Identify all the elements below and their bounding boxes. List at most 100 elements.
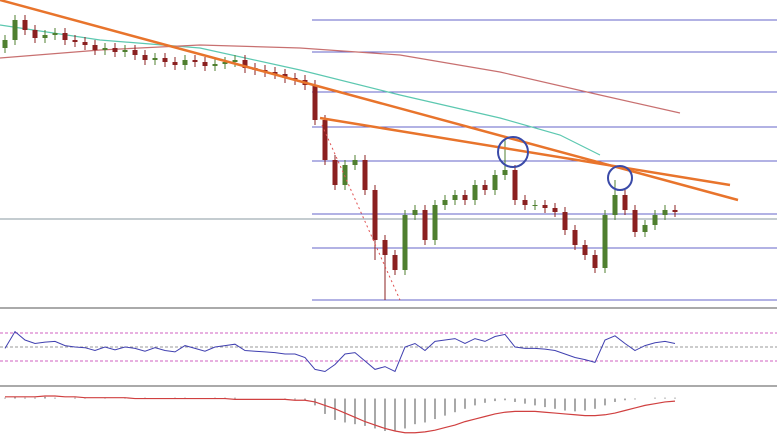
- macd-bar: [304, 398, 306, 401]
- candle-body: [392, 255, 398, 270]
- candle-body: [462, 195, 468, 200]
- macd-bar: [634, 398, 636, 400]
- candle-body: [82, 42, 88, 45]
- candle-body: [72, 40, 78, 42]
- candle-body: [222, 62, 228, 64]
- macd-bar: [614, 398, 616, 402]
- candle-body: [152, 58, 158, 60]
- candle-body: [482, 185, 488, 190]
- candle-body: [502, 170, 508, 175]
- candle-body: [12, 20, 18, 40]
- candle-body: [242, 60, 248, 68]
- candle-body: [602, 215, 608, 268]
- candle-body: [582, 245, 588, 255]
- macd-bar: [674, 397, 676, 399]
- rsi-line: [4, 330, 676, 373]
- rsi-panel: [0, 330, 777, 373]
- candle-body: [522, 200, 528, 205]
- macd-bar: [494, 398, 496, 402]
- macd-bar: [54, 397, 56, 399]
- candle-body: [542, 205, 548, 208]
- candle-body: [382, 240, 388, 255]
- candle-body: [402, 215, 408, 270]
- macd-bar: [14, 396, 16, 399]
- candle-body: [102, 48, 108, 50]
- macd-bar: [44, 396, 46, 399]
- macd-bar: [414, 398, 416, 425]
- macd-bar: [424, 398, 426, 423]
- macd-bar: [294, 398, 296, 400]
- candle-body: [62, 33, 68, 40]
- macd-bar: [514, 398, 516, 402]
- candle-body: [322, 120, 328, 160]
- candle-body: [632, 210, 638, 232]
- macd-bar: [534, 398, 536, 406]
- candle-body: [412, 210, 418, 215]
- macd-bar: [624, 398, 626, 401]
- candle-body: [32, 30, 38, 38]
- macd-bar: [364, 398, 366, 426]
- macd-bar: [24, 397, 26, 399]
- candle-body: [662, 210, 668, 215]
- candle-body: [512, 170, 518, 200]
- candle-body: [192, 60, 198, 62]
- macd-bar: [504, 398, 506, 401]
- candle-body: [572, 230, 578, 245]
- macd-bar: [604, 398, 606, 406]
- candle-body: [672, 210, 678, 212]
- macd-bar: [564, 398, 566, 411]
- macd-bar: [454, 398, 456, 413]
- candle-body: [142, 55, 148, 60]
- moving-average: [0, 24, 601, 156]
- candle-body: [622, 195, 628, 210]
- macd-bar: [474, 398, 476, 406]
- macd-bar: [344, 398, 346, 423]
- macd-bar: [384, 398, 386, 432]
- candle-body: [372, 190, 378, 240]
- candle-body: [272, 72, 278, 74]
- candle-body: [22, 20, 28, 30]
- macd-bar: [444, 398, 446, 416]
- macd-bar: [354, 398, 356, 425]
- macd-bar: [594, 398, 596, 409]
- annotation-circle: [497, 136, 529, 168]
- candle-body: [162, 58, 168, 62]
- candle-body: [452, 195, 458, 200]
- candle-body: [332, 160, 338, 185]
- macd-bar: [484, 398, 486, 403]
- macd-bar: [234, 397, 236, 399]
- macd-bar: [74, 397, 76, 399]
- candle-body: [562, 212, 568, 230]
- annotation-circle: [607, 165, 633, 191]
- candle-body: [472, 185, 478, 200]
- macd-bar: [654, 397, 656, 399]
- candle-body: [342, 165, 348, 185]
- price-panel: [0, 0, 777, 301]
- macd-bar: [374, 398, 376, 429]
- macd-bar: [524, 398, 526, 404]
- candle-body: [422, 210, 428, 240]
- candle-body: [42, 35, 48, 38]
- candle-body: [92, 45, 98, 50]
- candle-body: [132, 50, 138, 55]
- candle-body: [202, 62, 208, 66]
- macd-signal: [5, 395, 676, 434]
- candle-body: [552, 208, 558, 212]
- macd-bar: [434, 398, 436, 420]
- candle-body: [362, 160, 368, 190]
- macd-bar: [464, 398, 466, 409]
- trend-line: [319, 116, 731, 187]
- macd-bar: [34, 397, 36, 399]
- candle-body: [532, 205, 538, 206]
- candle-body: [432, 205, 438, 240]
- fib-drawing: [321, 124, 401, 301]
- macd-bar: [324, 398, 326, 414]
- candle-body: [652, 215, 658, 225]
- candle-body: [442, 200, 448, 205]
- macd-bar: [554, 398, 556, 409]
- macd-bar: [404, 398, 406, 429]
- candle-body: [492, 175, 498, 190]
- candle-body: [122, 50, 128, 52]
- macd-bar: [574, 398, 576, 412]
